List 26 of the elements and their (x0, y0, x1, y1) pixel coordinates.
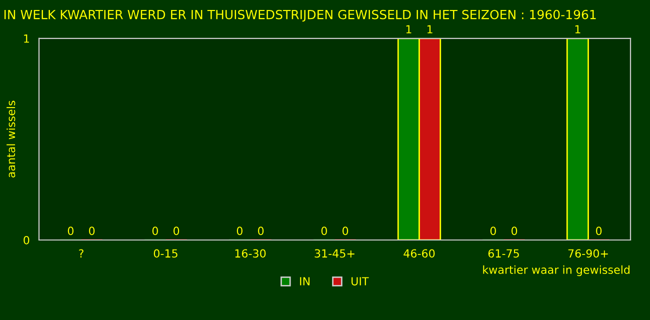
x-tick-label: 16-30 (235, 249, 266, 258)
x-tick-label: 46-60 (404, 249, 435, 258)
data-label: 0 (490, 226, 496, 236)
x-tick-label: 61-75 (488, 249, 519, 258)
data-label: 0 (512, 226, 518, 236)
x-tick-label: 0-15 (154, 249, 178, 258)
x-tick-label: 31-45+ (314, 249, 354, 258)
x-axis-title: kwartier waar in gewisseld (483, 265, 630, 276)
data-label: 1 (428, 25, 432, 34)
y-axis-title: aantal wissels (6, 100, 16, 178)
data-label: 0 (174, 226, 180, 236)
x-tick-label: 76-90+ (568, 249, 608, 258)
data-label: 0 (236, 226, 242, 236)
data-label: 0 (321, 226, 327, 236)
data-label: 0 (68, 226, 74, 236)
data-label: 0 (89, 226, 95, 236)
data-label: 0 (342, 226, 348, 236)
chart-title: IN WELK KWARTIER WERD ER IN THUISWEDSTRIJDEN GEWISSELD IN HET SEIZOEN : 1960-1961 (4, 10, 596, 22)
legend-label: IN (300, 277, 310, 286)
legend-label: UIT (352, 277, 369, 286)
data-label: 1 (575, 25, 580, 34)
data-label: 0 (152, 226, 158, 236)
data-label: 0 (596, 226, 602, 236)
x-tick-label: ? (79, 249, 84, 258)
data-label: 0 (258, 226, 264, 236)
data-label: 1 (406, 25, 412, 34)
